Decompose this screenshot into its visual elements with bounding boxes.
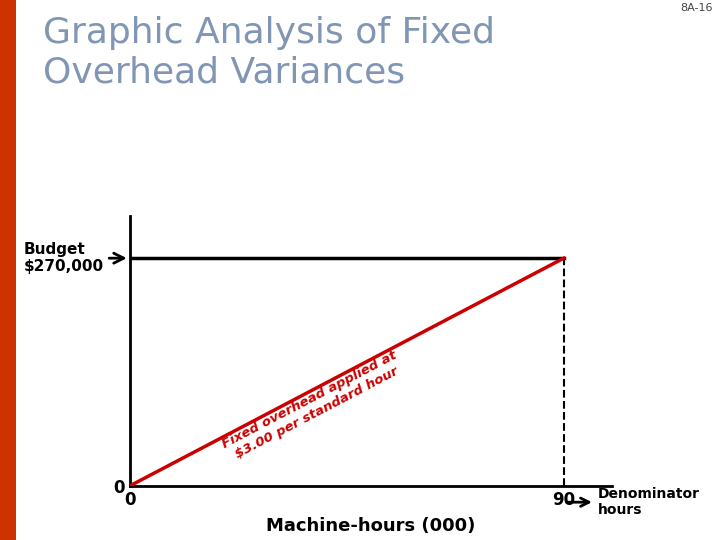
Text: Fixed overhead applied at
$3.00 per standard hour: Fixed overhead applied at $3.00 per stan… — [220, 348, 406, 464]
Text: Budget
$270,000: Budget $270,000 — [24, 242, 124, 274]
Text: Graphic Analysis of Fixed
Overhead Variances: Graphic Analysis of Fixed Overhead Varia… — [43, 16, 495, 90]
X-axis label: Machine-hours (000): Machine-hours (000) — [266, 517, 475, 535]
Text: 8A-16: 8A-16 — [680, 3, 713, 13]
Text: Denominator
hours: Denominator hours — [567, 487, 700, 517]
